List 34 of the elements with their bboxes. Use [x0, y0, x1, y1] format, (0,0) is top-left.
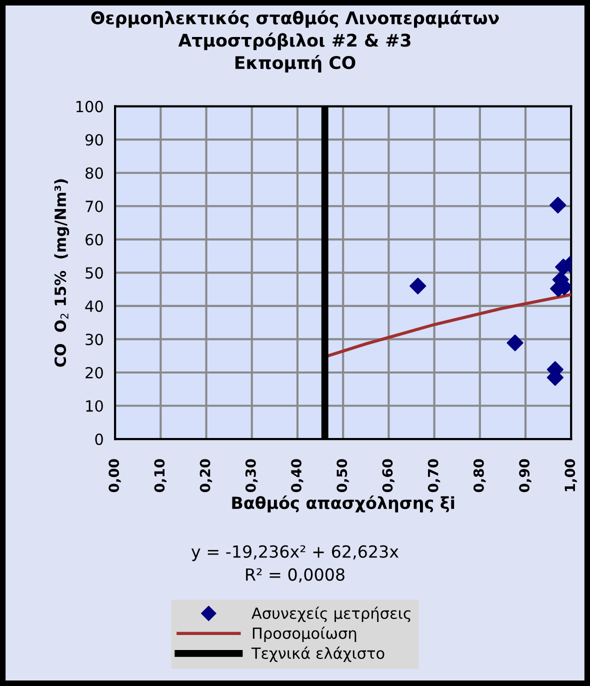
x-tick-label: 0,70 [428, 459, 440, 492]
x-axis-title: Βαθμός απασχόλησης ξi [232, 496, 454, 512]
x-tick-label: 0,20 [200, 459, 212, 492]
x-tick-label: 0,00 [108, 459, 121, 492]
legend-label: Προσομοίωση [252, 626, 356, 642]
y-tick-label: 90 [85, 134, 103, 146]
y-tick-label: 0 [95, 434, 103, 446]
y-tick-label: 70 [86, 200, 103, 212]
y-tick-label: 100 [76, 100, 103, 112]
point [410, 278, 426, 294]
y-tick-label: 80 [86, 167, 103, 179]
x-tick-label: 0,40 [291, 459, 304, 492]
x-tick-label: 1,00 [564, 459, 577, 492]
y-tick-label: 60 [86, 234, 103, 246]
legend-label: Ασυνεχείς μετρήσεις [252, 606, 410, 622]
point [550, 196, 566, 214]
y-tick-label: 30 [86, 334, 103, 346]
text: R² = 0,0008 [246, 568, 344, 583]
x-tick-label: 0,60 [382, 459, 394, 492]
legend-label: Τεχνικά ελάχιστο [251, 646, 384, 662]
x-tick-label: 0,80 [473, 459, 486, 492]
y-tick-label: 40 [85, 300, 103, 312]
text: y = -19,236x² + 62,623x [191, 545, 398, 562]
x-tick-label: 0,90 [519, 459, 532, 492]
x-tick-label: 0,50 [336, 459, 349, 492]
point [506, 334, 524, 352]
y-axis-title: CO O$_{2}$ 15% (mg/Nm³) [54, 179, 70, 367]
y-tick-label: 50 [86, 267, 103, 279]
x-tick-label: 0,10 [154, 459, 166, 492]
x-tick-label: 0,30 [245, 459, 258, 492]
point [555, 258, 572, 276]
y-tick-label: 20 [86, 366, 103, 379]
y-tick-label: 10 [86, 400, 103, 412]
chart-title: Θερμοηλεκτικός σταθμός Λινοπεραμάτων Ατμοστρόβιλοι #2 & #3 Εκπομπή CO [91, 10, 499, 73]
